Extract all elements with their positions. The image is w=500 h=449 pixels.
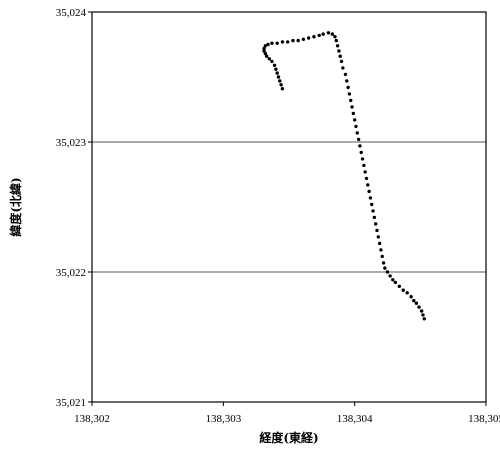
data-point (364, 176, 369, 181)
data-point (422, 317, 426, 321)
y-axis-title: 緯度(北緯) (8, 177, 23, 236)
y-tick-label: 35,023 (56, 137, 87, 149)
data-point (301, 37, 306, 41)
data-point (272, 63, 277, 67)
data-point (405, 291, 409, 295)
data-point (275, 71, 279, 75)
data-point (285, 40, 290, 44)
data-point (334, 38, 338, 43)
data-point (419, 309, 424, 313)
data-point (337, 49, 341, 53)
data-point (275, 41, 279, 45)
data-point (338, 54, 342, 58)
data-point (351, 111, 356, 116)
data-point (412, 298, 416, 303)
data-point (397, 284, 402, 288)
data-point (335, 44, 340, 48)
data-point (354, 124, 358, 129)
data-point (274, 67, 278, 71)
data-point (363, 170, 367, 174)
data-point (385, 270, 390, 274)
data-point (381, 261, 386, 265)
data-point (278, 79, 282, 83)
data-point (367, 189, 371, 194)
data-point (380, 254, 384, 259)
data-point (401, 288, 405, 292)
data-point (379, 248, 383, 252)
data-point (375, 228, 379, 233)
x-axis-ticks: 138,302 138,303 138,304 138,305 (74, 402, 500, 425)
y-tick-label: 35,021 (56, 397, 86, 409)
data-point (355, 131, 359, 135)
data-point (262, 46, 266, 51)
data-point (326, 31, 331, 35)
data-point (371, 209, 375, 213)
data-point (266, 42, 270, 47)
data-point (267, 57, 271, 61)
x-tick-label: 138,304 (337, 413, 373, 425)
data-point (383, 266, 387, 270)
data-point (349, 98, 353, 103)
data-point (280, 40, 285, 44)
data-point (330, 32, 335, 36)
data-point (421, 313, 425, 317)
data-point (279, 83, 283, 87)
data-point (263, 51, 268, 56)
data-point (263, 44, 268, 48)
data-point (359, 150, 363, 155)
data-point (264, 54, 269, 58)
data-point (362, 163, 366, 168)
data-point (339, 59, 344, 64)
data-point (366, 183, 370, 187)
data-point (356, 137, 361, 142)
data-point (368, 196, 373, 200)
data-point (270, 41, 274, 45)
data-point (270, 59, 274, 64)
data-point (280, 87, 285, 91)
data-point (417, 305, 421, 309)
data-point (346, 85, 350, 90)
x-tick-label: 138,305 (468, 413, 500, 425)
x-tick-label: 138,302 (74, 413, 110, 425)
data-point (409, 295, 413, 299)
data-point (341, 66, 345, 70)
data-point (276, 75, 281, 79)
data-point (345, 79, 349, 83)
data-point (262, 49, 266, 53)
x-tick-label: 138,303 (205, 413, 241, 425)
gridlines (92, 141, 486, 273)
y-tick-label: 35,024 (56, 7, 87, 19)
data-point (350, 105, 354, 109)
data-point (312, 35, 316, 39)
data-point (372, 215, 377, 220)
data-point (347, 92, 352, 96)
data-point (391, 278, 395, 282)
data-point (414, 301, 419, 305)
data-point (296, 38, 300, 43)
data-point (343, 72, 348, 77)
data-point (377, 241, 382, 246)
y-axis-ticks: 35,021 35,022 35,023 35,024 (56, 7, 92, 409)
data-point (317, 33, 321, 38)
x-axis-title: 経度(東経) (259, 430, 318, 445)
y-tick-label: 35,022 (56, 267, 86, 279)
data-point (321, 32, 325, 36)
data-points (262, 31, 426, 321)
plot-area-border (91, 11, 487, 403)
data-point (291, 38, 295, 43)
data-point (352, 118, 357, 122)
data-point (360, 157, 365, 161)
data-point (307, 36, 311, 40)
data-point (373, 222, 378, 226)
data-point (358, 144, 362, 148)
data-point (376, 235, 381, 239)
data-point (393, 280, 398, 285)
data-point (388, 274, 392, 278)
data-point (333, 35, 337, 39)
data-point (370, 202, 374, 207)
